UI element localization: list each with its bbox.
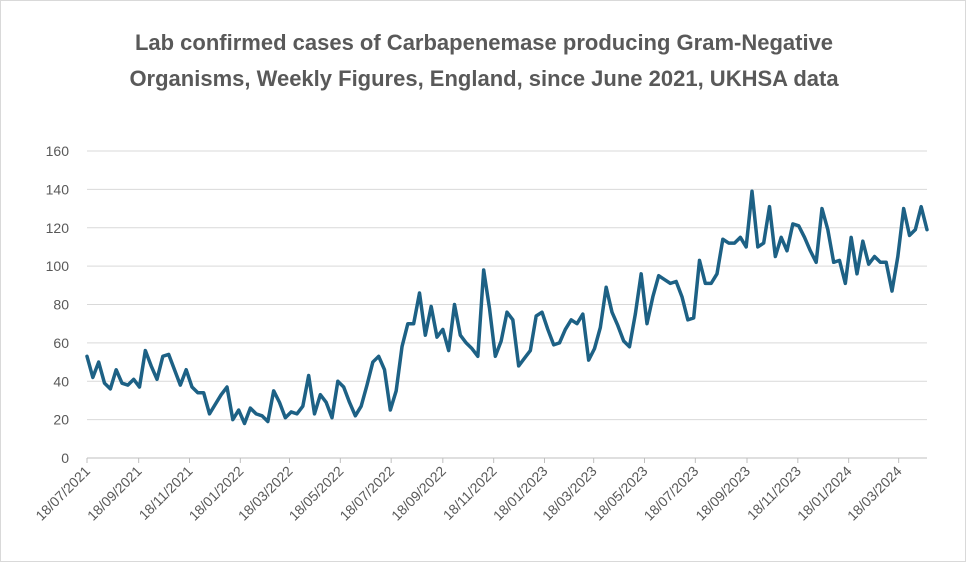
y-tick-label: 80 (53, 297, 69, 313)
x-tick-label: 18/09/2023 (692, 463, 753, 524)
data-line (85, 189, 929, 426)
x-tick-label: 18/09/2022 (388, 463, 449, 524)
y-tick-label: 60 (53, 335, 69, 351)
y-tick-label: 40 (53, 373, 69, 389)
y-tick-label: 100 (46, 258, 70, 274)
x-tick-label: 18/07/2021 (32, 463, 93, 524)
y-tick-label: 120 (46, 220, 70, 236)
y-tick-label: 0 (61, 450, 69, 466)
y-tick-label: 20 (53, 412, 69, 428)
x-tick-label: 18/07/2022 (336, 463, 397, 524)
x-tick-label: 18/03/2024 (844, 463, 905, 524)
x-tick-label: 18/07/2023 (641, 463, 702, 524)
y-tick-label: 140 (46, 181, 70, 197)
y-tick-label: 160 (46, 143, 70, 159)
chart-title: Lab confirmed cases of Carbapenemase pro… (129, 30, 839, 91)
x-tick-label: 18/09/2021 (84, 463, 145, 524)
